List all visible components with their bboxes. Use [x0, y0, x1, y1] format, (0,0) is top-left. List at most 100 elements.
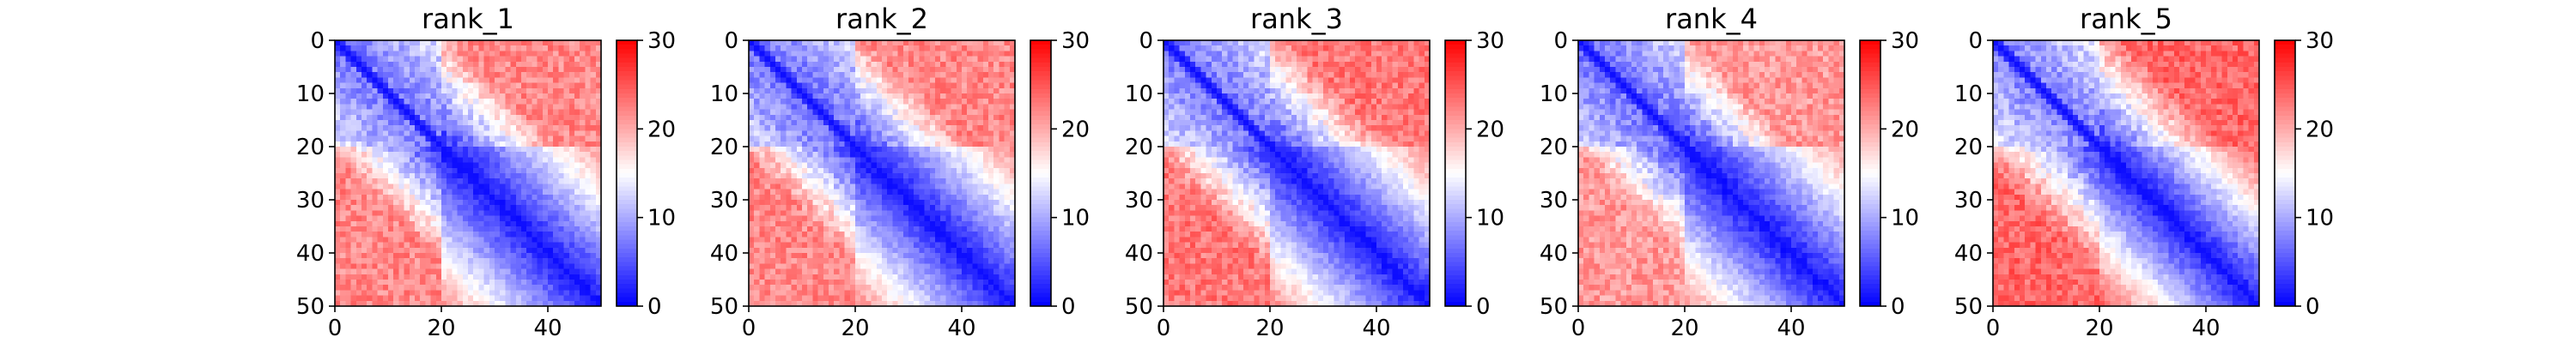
heatmap-cell: [871, 263, 878, 270]
heatmap-cell: [807, 120, 813, 126]
heatmap-cell: [505, 178, 512, 184]
heatmap-cell: [548, 157, 554, 164]
heatmap-cell: [972, 263, 979, 270]
heatmap-cell: [420, 263, 426, 270]
heatmap-cell: [940, 226, 946, 232]
heatmap-cell: [849, 220, 856, 227]
heatmap-cell: [924, 61, 931, 68]
heatmap-cell: [897, 226, 904, 232]
heatmap-cell: [377, 125, 384, 131]
heatmap-cell: [361, 67, 368, 73]
heatmap-cell: [769, 125, 776, 131]
heatmap-cell: [924, 184, 931, 190]
heatmap-cell: [372, 226, 379, 232]
heatmap-cell: [452, 178, 459, 184]
heatmap-cell: [1004, 56, 1011, 63]
heatmap-cell: [409, 152, 416, 158]
heatmap-cell: [929, 232, 936, 238]
heatmap-cell: [580, 232, 586, 238]
heatmap-cell: [372, 167, 379, 174]
heatmap-cell: [945, 87, 952, 94]
heatmap-cell: [335, 56, 341, 63]
heatmap-cell: [462, 99, 469, 105]
heatmap-cell: [478, 247, 485, 254]
heatmap-cell: [526, 205, 532, 211]
heatmap-cell: [585, 93, 592, 99]
heatmap-cell: [892, 99, 899, 105]
heatmap-cell: [887, 178, 893, 184]
heatmap-cell: [982, 263, 989, 270]
heatmap-cell: [361, 280, 368, 286]
heatmap-cell: [526, 82, 532, 89]
heatmap-cell: [914, 215, 920, 222]
heatmap-cell: [956, 51, 963, 57]
heatmap-cell: [430, 87, 437, 94]
heatmap-cell: [919, 67, 926, 73]
heatmap-cell: [749, 99, 755, 105]
heatmap-cell: [902, 210, 909, 217]
heatmap-cell: [420, 173, 426, 179]
heatmap-cell: [791, 247, 798, 254]
heatmap-cell: [335, 93, 341, 99]
heatmap-cell: [441, 226, 447, 232]
heatmap-cell: [483, 167, 490, 174]
heatmap-cell: [892, 232, 899, 238]
heatmap-cell: [860, 232, 866, 238]
colorbar-segment: [617, 164, 637, 170]
heatmap-cell: [902, 263, 909, 270]
heatmap-cell: [844, 194, 851, 201]
heatmap-cell: [377, 242, 384, 249]
heatmap-cell: [956, 61, 963, 68]
heatmap-cell: [590, 147, 597, 153]
heatmap-cell: [495, 135, 501, 142]
heatmap-cell: [553, 290, 559, 297]
heatmap-cell: [791, 285, 798, 291]
heatmap-cell: [515, 205, 522, 211]
heatmap-cell: [860, 285, 866, 291]
heatmap-cell: [537, 40, 544, 46]
heatmap-cell: [924, 45, 931, 51]
heatmap-cell: [473, 130, 479, 137]
heatmap-cell: [796, 184, 803, 190]
heatmap-cell: [430, 130, 437, 137]
heatmap-cell: [398, 274, 405, 280]
heatmap-cell: [532, 290, 538, 297]
heatmap-cell: [500, 173, 506, 179]
heatmap-cell: [372, 82, 379, 89]
heatmap-cell: [553, 247, 559, 254]
heatmap-cell: [553, 56, 559, 63]
heatmap-cell: [823, 135, 829, 142]
heatmap-cell: [759, 157, 766, 164]
heatmap-cell: [483, 40, 490, 46]
heatmap-cell: [495, 189, 501, 196]
heatmap-cell: [914, 253, 920, 259]
heatmap-cell: [839, 258, 846, 264]
heatmap-cell: [855, 194, 861, 201]
heatmap-cell: [473, 210, 479, 217]
heatmap-cell: [993, 141, 999, 147]
heatmap-cell: [993, 274, 999, 280]
heatmap-cell: [483, 87, 490, 94]
heatmap-cell: [988, 189, 994, 196]
heatmap-cell: [749, 157, 755, 164]
heatmap-cell: [473, 152, 479, 158]
heatmap-cell: [754, 205, 760, 211]
heatmap-cell: [849, 178, 856, 184]
heatmap-cell: [595, 67, 602, 73]
heatmap-cell: [335, 268, 341, 275]
heatmap-cell: [999, 45, 1005, 51]
heatmap-cell: [505, 82, 512, 89]
heatmap-cell: [849, 253, 856, 259]
heatmap-cell: [404, 93, 410, 99]
heatmap-cell: [590, 295, 597, 302]
heatmap-cell: [914, 82, 920, 89]
heatmap-cell: [1009, 109, 1016, 116]
heatmap-cell: [982, 99, 989, 105]
heatmap-cell: [495, 104, 501, 111]
heatmap-cell: [483, 285, 490, 291]
heatmap-cell: [796, 242, 803, 249]
colorbar-segment: [617, 217, 637, 223]
heatmap-cell: [388, 300, 394, 307]
heatmap-cell: [1004, 114, 1011, 121]
heatmap-cell: [759, 152, 766, 158]
